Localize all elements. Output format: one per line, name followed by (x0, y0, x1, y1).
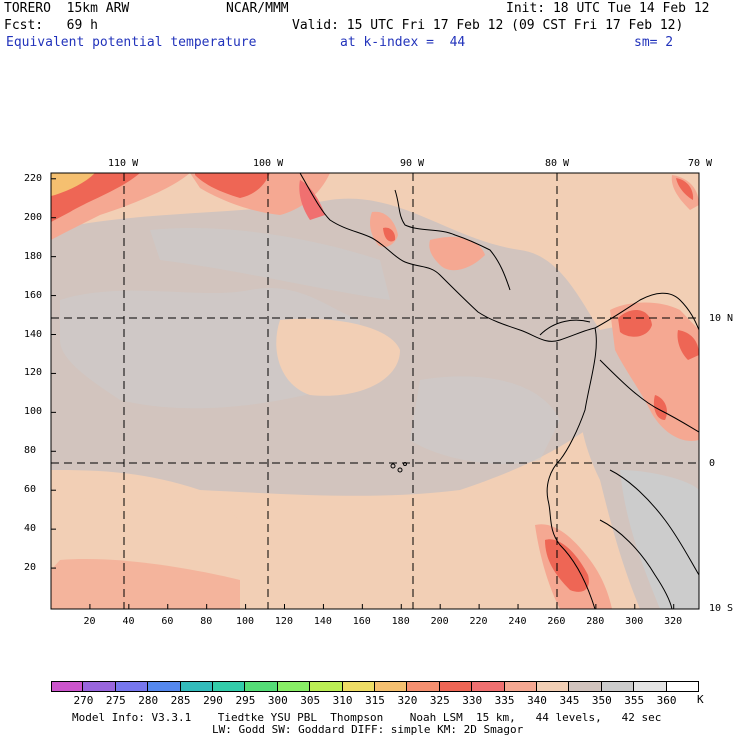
colorbar-swatch (439, 681, 473, 692)
colorbar-swatch (472, 681, 505, 692)
colorbar-swatch (213, 681, 246, 692)
bottom-tick-label: 240 (508, 616, 527, 627)
bottom-tick-label: 200 (430, 616, 449, 627)
colorbar-swatch (180, 681, 213, 692)
bottom-tick-label: 80 (200, 616, 213, 627)
colorbar-label: 360 (656, 694, 677, 707)
colorbar-swatch (569, 681, 602, 692)
bottom-tick-label: 220 (469, 616, 488, 627)
bottom-tick-label: 180 (391, 616, 410, 627)
colorbar-label: 305 (300, 694, 321, 707)
forecast-hour: Fcst: 69 h (4, 18, 98, 33)
bottom-tick-label: 20 (83, 616, 96, 627)
colorbar-label: 295 (235, 694, 256, 707)
smoothing-info: sm= 2 (634, 35, 674, 50)
lon-label-80w: 80 W (545, 158, 570, 169)
colorbar-swatch (83, 681, 116, 692)
left-tick-label: 220 (24, 172, 43, 184)
colorbar-label: 350 (591, 694, 612, 707)
colorbar-label: 325 (429, 694, 450, 707)
colorbar-label: 275 (105, 694, 126, 707)
lon-label-100w: 100 W (253, 158, 284, 169)
colorbar-label: 345 (559, 694, 580, 707)
colorbar-swatch (375, 681, 408, 692)
colorbar-swatch (310, 681, 343, 692)
colorbar-swatch (51, 681, 84, 692)
left-tick-label: 140 (24, 328, 43, 340)
lat-label-10s: 10 S (709, 603, 734, 614)
init-time: Init: 18 UTC Tue 14 Feb 12 (506, 1, 710, 16)
colorbar-swatch (148, 681, 181, 692)
colorbar-label: 285 (170, 694, 191, 707)
colorbar-label: 335 (494, 694, 515, 707)
colorbar-label: 315 (365, 694, 385, 707)
colorbar-label: 355 (624, 694, 645, 707)
left-tick-label: 40 (24, 523, 37, 535)
colorbar-swatch (407, 681, 440, 692)
left-tick-label: 200 (24, 211, 43, 223)
colorbar-label: 340 (527, 694, 547, 707)
colorbar-label: 270 (73, 694, 94, 707)
colorbar-label: 330 (462, 694, 483, 707)
left-tick-label: 180 (24, 250, 43, 262)
left-tick-label: 20 (24, 562, 37, 574)
colorbar-swatch (342, 681, 375, 692)
bottom-tick-label: 40 (122, 616, 135, 627)
left-tick-label: 100 (24, 406, 43, 418)
model-title: TORERO 15km ARW (4, 1, 130, 16)
bottom-tick-label: 260 (547, 616, 566, 627)
bottom-tick-label: 320 (664, 616, 683, 627)
left-tick-label: 120 (24, 367, 43, 379)
bottom-tick-label: 300 (625, 616, 644, 627)
bottom-tick-label: 100 (235, 616, 255, 627)
lat-label-0: 0 (709, 458, 716, 469)
colorbar-label: 290 (203, 694, 223, 707)
colorbar-swatch (537, 681, 570, 692)
bottom-tick-label: 140 (313, 616, 332, 627)
colorbar-label: 300 (267, 694, 288, 707)
colorbar-swatch (504, 681, 537, 692)
left-tick-label: 60 (24, 484, 37, 496)
colorbar-swatch (666, 681, 699, 692)
colorbar-label: 280 (138, 694, 159, 707)
colorbar-label: 310 (332, 694, 353, 707)
colorbar-swatch (634, 681, 667, 692)
field-name: Equivalent potential temperature (6, 35, 257, 50)
colorbar-swatch (245, 681, 278, 692)
map-frame (50, 172, 700, 610)
physics-info: LW: Godd SW: Goddard DIFF: simple KM: 2D… (212, 723, 524, 736)
lon-label-110w: 110 W (108, 158, 139, 169)
left-tick-label: 80 (24, 445, 37, 457)
colorbar-unit: K (697, 693, 704, 706)
colorbar-label: 320 (397, 694, 418, 707)
lon-label-70w: 70 W (688, 158, 713, 169)
bottom-tick-label: 280 (586, 616, 605, 627)
colorbar-swatch (115, 681, 149, 692)
left-tick-label: 160 (24, 289, 43, 301)
bottom-tick-label: 60 (161, 616, 174, 627)
model-info: Model Info: V3.3.1 Tiedtke YSU PBL Thomp… (72, 711, 662, 724)
bottom-tick-label: 120 (274, 616, 293, 627)
level-info: at k-index = 44 (340, 35, 466, 50)
lat-label-10n: 10 N (709, 313, 734, 324)
theta-e-field (51, 173, 699, 609)
center-name: NCAR/MMM (226, 1, 289, 16)
valid-time: Valid: 15 UTC Fri 17 Feb 12 (09 CST Fri … (292, 18, 684, 33)
colorbar-swatch (601, 681, 635, 692)
lon-label-90w: 90 W (400, 158, 425, 169)
colorbar-swatch (277, 681, 311, 692)
bottom-tick-label: 160 (352, 616, 371, 627)
